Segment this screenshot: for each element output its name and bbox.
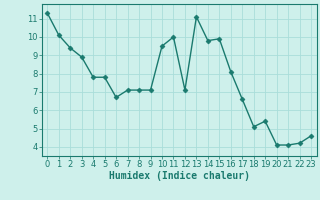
X-axis label: Humidex (Indice chaleur): Humidex (Indice chaleur) bbox=[109, 171, 250, 181]
